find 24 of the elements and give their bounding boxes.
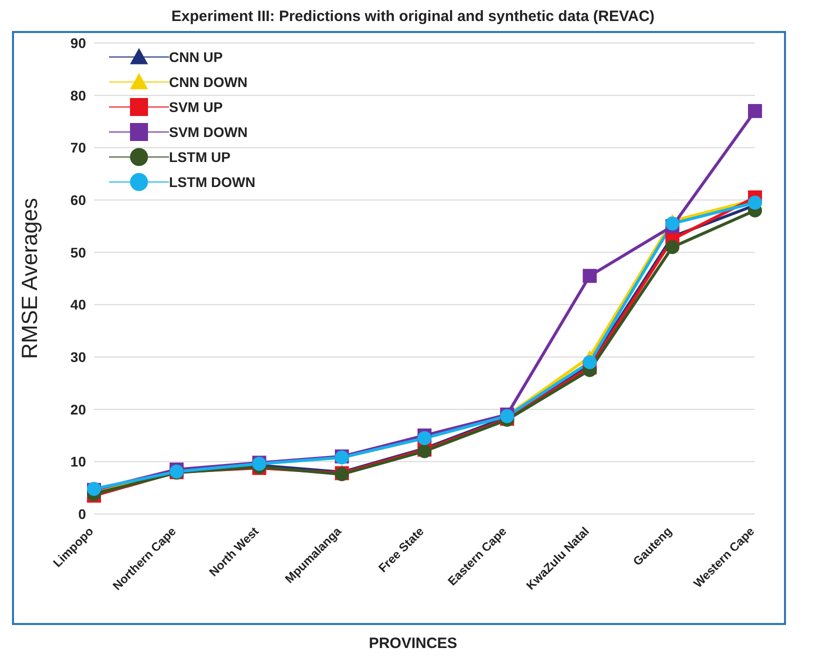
y-tick-label: 30 [70,348,86,365]
y-axis-title: RMSE Averages [16,198,42,360]
y-tick-label: 80 [70,87,86,104]
legend-label: CNN UP [169,48,223,64]
legend-label: SVM UP [169,98,223,114]
legend-label: LSTM UP [169,148,230,164]
y-tick-label: 50 [70,244,86,260]
chart-title: Experiment III: Predictions with original and synthetic data (REVAC) [170,8,656,25]
y-tick-label: 90 [70,34,86,51]
point [748,104,762,118]
point [665,240,680,254]
point [582,268,597,283]
y-tick-label: 70 [70,140,86,156]
point [665,216,680,231]
point [748,196,762,210]
y-tick-label: 10 [70,454,86,470]
y-tick-label: 0 [78,506,86,522]
y-tick-label: 40 [70,296,86,313]
legend-label: LSTM DOWN [169,174,256,190]
legend-label: SVM DOWN [169,124,248,140]
y-tick-label: 20 [70,401,86,418]
x-axis-title: PROVINCES [368,635,458,652]
y-tick-label: 60 [70,192,86,208]
legend-label: CNN DOWN [169,74,248,90]
